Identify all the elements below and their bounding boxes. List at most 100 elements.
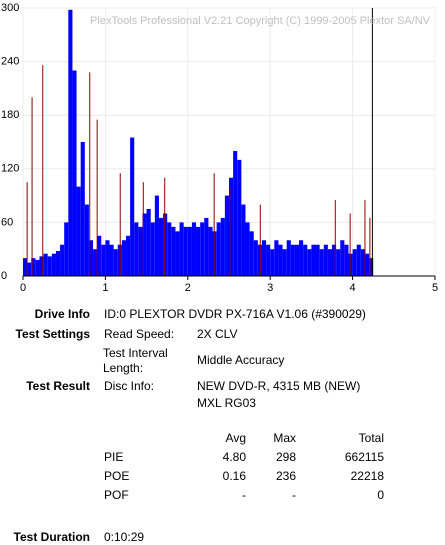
x-tick-label: 2 xyxy=(185,282,191,294)
y-tick-label: 180 xyxy=(1,109,19,121)
bar xyxy=(349,213,351,276)
bar xyxy=(76,186,81,276)
bar xyxy=(187,226,192,276)
watermark: PlexTools Professional V2.21 Copyright (… xyxy=(90,15,431,27)
bar xyxy=(80,142,85,276)
bar xyxy=(196,226,201,276)
column-header: Avg xyxy=(226,431,246,445)
bar xyxy=(253,240,258,276)
column-header: Max xyxy=(273,431,296,445)
x-tick-label: 4 xyxy=(350,282,356,294)
bar xyxy=(369,217,371,276)
bar xyxy=(23,258,28,276)
bar xyxy=(150,222,155,276)
y-tick-label: 0 xyxy=(1,270,7,282)
x-tick-label: 5 xyxy=(432,282,438,294)
x-tick-label: 0 xyxy=(20,282,26,294)
cell: 0 xyxy=(377,488,384,502)
bar xyxy=(164,177,166,276)
bar xyxy=(121,240,126,276)
bar xyxy=(237,159,242,276)
bar xyxy=(259,204,261,276)
bar xyxy=(334,200,336,276)
bar xyxy=(303,244,308,276)
bar xyxy=(42,65,44,276)
bar xyxy=(364,200,366,276)
bar xyxy=(154,195,159,276)
bar xyxy=(319,249,324,276)
bar xyxy=(64,222,69,276)
bar xyxy=(340,240,345,276)
cell: 4.80 xyxy=(223,450,247,464)
label: Drive Info xyxy=(35,307,90,321)
bar xyxy=(47,256,52,276)
cell: - xyxy=(242,488,246,502)
key: Disc Info: xyxy=(104,379,154,393)
bar xyxy=(245,222,250,276)
y-tick-label: 240 xyxy=(1,56,19,68)
bar xyxy=(336,249,341,276)
value: 0:10:29 xyxy=(104,530,144,544)
bar xyxy=(327,249,332,276)
cell: 662115 xyxy=(345,450,384,464)
bar xyxy=(311,244,316,276)
row-label: POE xyxy=(104,469,129,483)
bar xyxy=(97,235,102,276)
bar xyxy=(220,217,225,276)
bar xyxy=(290,244,295,276)
bar xyxy=(158,217,164,276)
bar xyxy=(364,253,370,276)
label: Test Settings xyxy=(16,327,91,341)
row-label: POF xyxy=(104,488,129,502)
key-box: Test Interval Length: xyxy=(103,346,168,375)
bar xyxy=(134,222,139,276)
x-tick-label: 1 xyxy=(102,282,108,294)
bar xyxy=(183,226,188,276)
bar xyxy=(282,249,287,276)
bar xyxy=(286,240,291,276)
bar xyxy=(360,249,365,276)
bar xyxy=(39,256,44,276)
cell: 0.16 xyxy=(223,469,247,483)
bar xyxy=(315,244,320,276)
y-tick-label: 120 xyxy=(1,163,19,175)
value: Middle Accuracy xyxy=(197,353,284,367)
bar xyxy=(89,72,91,276)
bar xyxy=(31,97,33,276)
bar xyxy=(352,249,357,276)
bar xyxy=(35,259,40,276)
key: Test Interval Length: xyxy=(103,346,168,375)
x-tick-label: 3 xyxy=(267,282,273,294)
cell: 298 xyxy=(276,450,296,464)
bar xyxy=(142,182,144,276)
label: Test Duration xyxy=(14,530,90,544)
bar xyxy=(101,244,106,276)
bar xyxy=(60,244,65,276)
bar xyxy=(93,249,98,276)
bar xyxy=(72,70,77,277)
bar xyxy=(113,249,118,276)
bar xyxy=(261,240,267,276)
bar xyxy=(31,258,36,276)
bar xyxy=(142,213,147,276)
bar xyxy=(249,231,254,276)
bar xyxy=(26,182,28,276)
label: Test Result xyxy=(26,379,90,393)
y-tick-label: 300 xyxy=(1,2,19,14)
value: 2X CLV xyxy=(197,327,237,341)
bar xyxy=(109,244,114,276)
bar xyxy=(266,244,271,276)
bar xyxy=(68,9,73,276)
bar xyxy=(55,250,61,276)
bar xyxy=(241,204,246,276)
bar xyxy=(105,240,110,276)
bar xyxy=(51,253,56,276)
bar xyxy=(146,209,151,276)
bar xyxy=(119,173,121,276)
bar xyxy=(294,244,300,276)
bar xyxy=(130,137,135,276)
bar xyxy=(213,173,215,276)
bar xyxy=(369,258,374,276)
bar xyxy=(224,195,229,276)
